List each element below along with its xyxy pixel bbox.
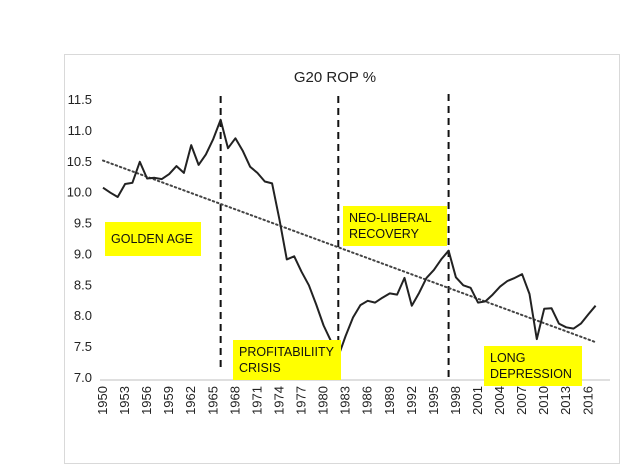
x-tick-label: 1956 xyxy=(139,386,154,415)
y-tick-label: 11.0 xyxy=(68,123,92,138)
y-tick-label: 8.0 xyxy=(74,308,92,323)
x-tick-label: 1950 xyxy=(95,386,110,415)
annotation-text: LONG xyxy=(490,351,525,365)
y-tick-label: 10.5 xyxy=(67,154,92,169)
x-tick-label: 2016 xyxy=(580,386,595,415)
x-tick-label: 2004 xyxy=(492,386,507,415)
series-group xyxy=(102,118,597,358)
x-tick-label: 1968 xyxy=(227,386,242,415)
x-tick-label: 1980 xyxy=(316,386,331,415)
annotation-text: CRISIS xyxy=(239,361,281,375)
annotation-background xyxy=(233,340,341,380)
x-tick-label: 1974 xyxy=(271,386,286,415)
x-tick-label: 1992 xyxy=(404,386,419,415)
x-tick-label: 2013 xyxy=(558,386,573,415)
x-tick-label: 1977 xyxy=(294,386,309,415)
annotation-box: PROFITABILIITY CRISIS xyxy=(233,340,341,380)
chart-frame xyxy=(64,54,620,464)
trendline-group xyxy=(102,159,597,344)
x-tick-label: 1959 xyxy=(161,386,176,415)
y-tick-label: 7.0 xyxy=(74,370,92,385)
series-line xyxy=(102,118,597,358)
x-tick-label: 1983 xyxy=(338,386,353,415)
annotation-text: PROFITABILIITY xyxy=(239,345,335,359)
x-tick-label: 2010 xyxy=(536,386,551,415)
period-dividers xyxy=(219,94,450,382)
x-tick-label: 2007 xyxy=(514,386,529,415)
x-tick-label: 1995 xyxy=(426,386,441,415)
annotation-text: NEO-LIBERAL xyxy=(349,211,432,225)
y-tick-label: 7.5 xyxy=(74,339,92,354)
x-tick-label: 2001 xyxy=(470,386,485,415)
chart-title: G20 ROP % xyxy=(294,69,376,86)
x-tick-label: 1971 xyxy=(249,386,264,415)
annotation-text: GOLDEN AGE xyxy=(111,232,193,246)
annotation-background xyxy=(343,206,447,246)
y-tick-label: 8.5 xyxy=(74,277,92,292)
annotation-background xyxy=(484,346,582,386)
annotation-text: DEPRESSION xyxy=(490,367,572,381)
y-tick-label: 9.0 xyxy=(74,246,92,261)
x-tick-label: 1986 xyxy=(360,386,375,415)
x-tick-labels: 1950 1953 1956 1959 1962 1965 1968 1971 1974 1977… xyxy=(95,386,595,415)
x-tick-label: 1989 xyxy=(382,386,397,415)
y-tick-label: 10.0 xyxy=(67,185,92,200)
x-tick-label: 1953 xyxy=(117,386,132,415)
x-tick-label: 1998 xyxy=(448,386,463,415)
annotation-box: NEO-LIBERAL RECOVERY xyxy=(343,206,447,246)
annotation-boxes: GOLDEN AGE PROFITABILIITY CRISIS NEO-LIBERA… xyxy=(105,206,582,386)
y-tick-labels: 11.5 11.0 10.5 10.0 9.5 9.0 8.5 8.0 7.5 7.0 xyxy=(67,92,92,385)
trendline xyxy=(102,159,597,344)
x-tick-label: 1965 xyxy=(205,386,220,415)
annotation-box: GOLDEN AGE xyxy=(105,222,201,256)
y-tick-label: 11.5 xyxy=(68,92,92,107)
annotation-box: LONG DEPRESSION xyxy=(484,346,582,386)
annotation-text: RECOVERY xyxy=(349,227,420,241)
x-tick-label: 1962 xyxy=(183,386,198,415)
y-tick-label: 9.5 xyxy=(74,216,92,231)
annotation-background xyxy=(105,222,201,256)
